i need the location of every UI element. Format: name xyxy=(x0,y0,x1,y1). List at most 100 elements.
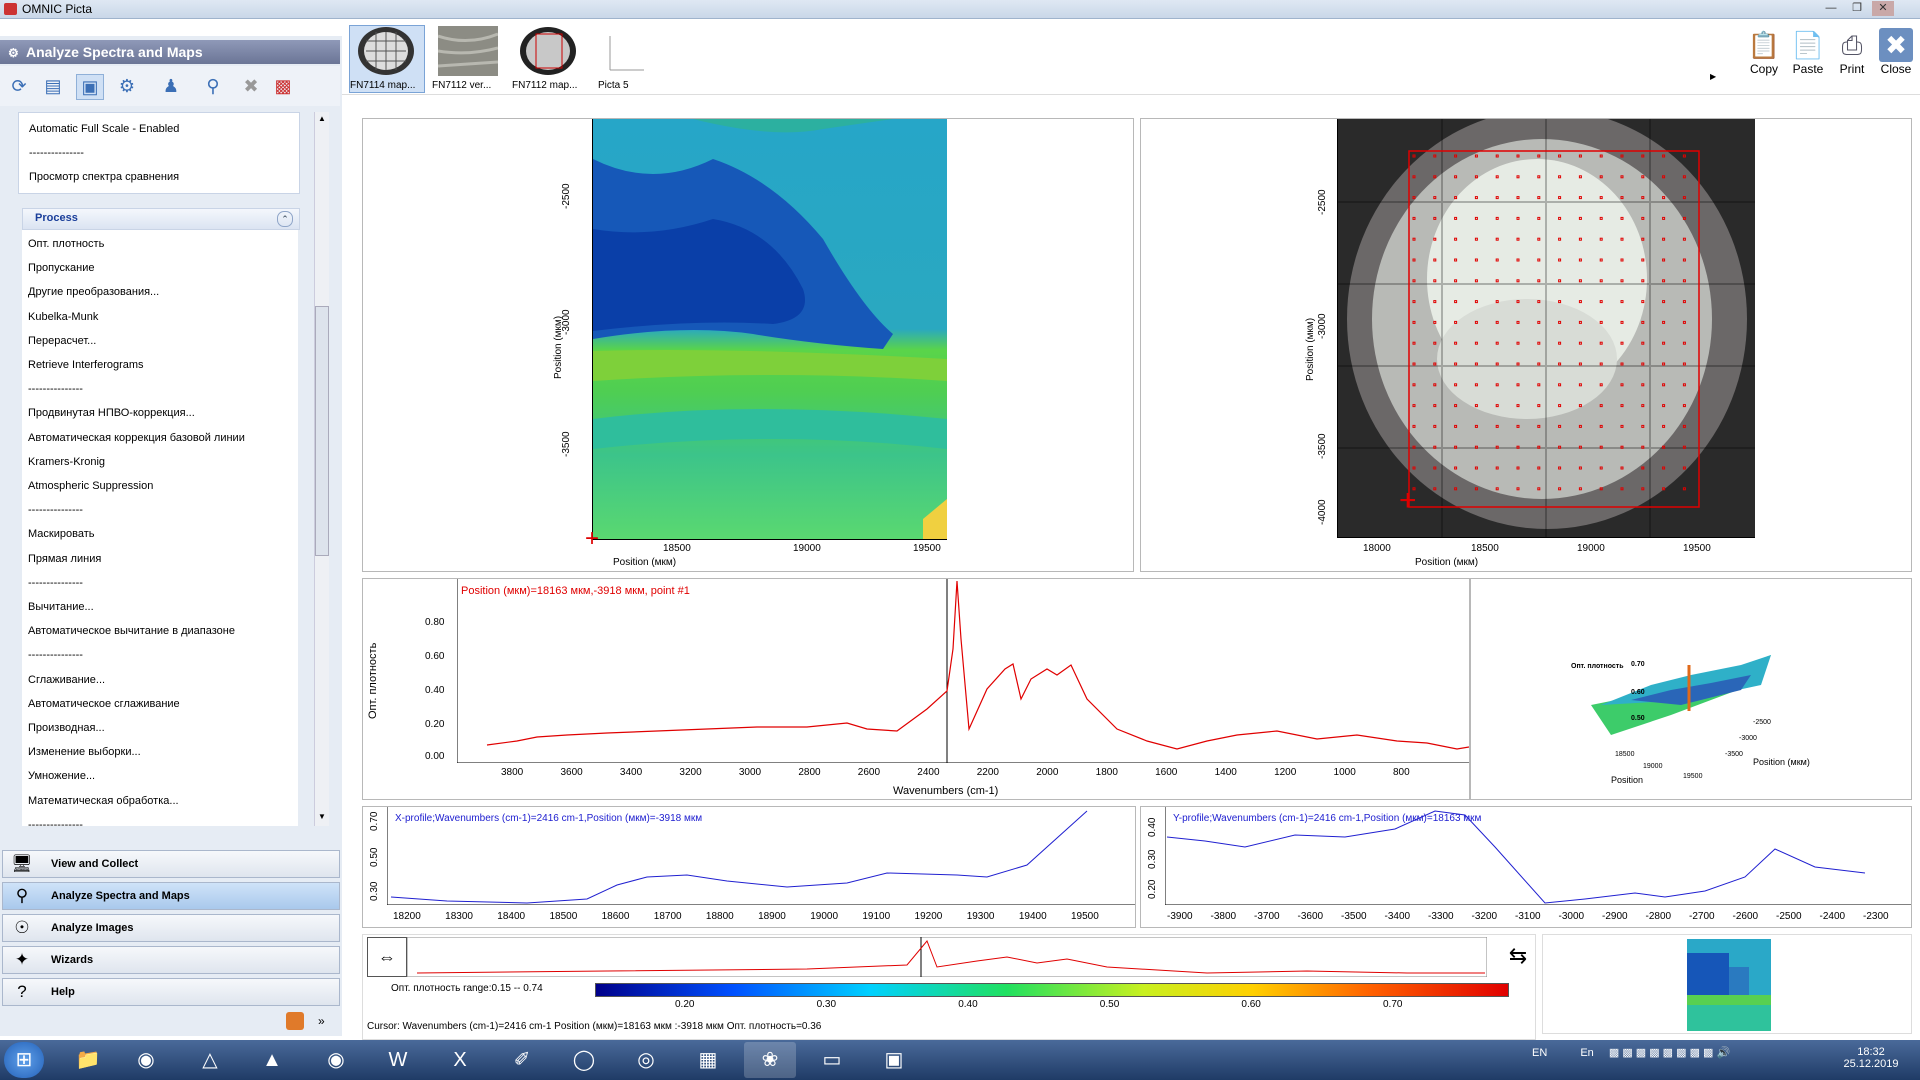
map-pane[interactable]: + -2500 -3000 -3500 Position (мкм) 18500… xyxy=(362,118,1134,572)
map-point[interactable] xyxy=(1495,487,1499,491)
thumbnail-item[interactable]: FN7114 map... xyxy=(349,25,425,93)
process-menu-item[interactable]: Kramers-Kronig xyxy=(28,455,106,468)
map-point[interactable] xyxy=(1558,466,1562,470)
map-point[interactable] xyxy=(1578,404,1582,408)
paint-icon[interactable]: ✐ xyxy=(513,1049,531,1071)
map-point[interactable] xyxy=(1474,487,1478,491)
map-point[interactable] xyxy=(1433,445,1437,449)
map-cursor-cross[interactable]: + xyxy=(585,525,600,552)
map-point[interactable] xyxy=(1537,300,1541,304)
map-point[interactable] xyxy=(1495,383,1499,387)
map-point[interactable] xyxy=(1620,466,1624,470)
map-point[interactable] xyxy=(1516,341,1520,345)
map-point[interactable] xyxy=(1516,404,1520,408)
map-point[interactable] xyxy=(1641,258,1645,262)
map-point[interactable] xyxy=(1537,466,1541,470)
map-point[interactable] xyxy=(1662,487,1666,491)
process-menu-item[interactable]: Автоматическое сглаживание xyxy=(28,697,180,710)
map-point[interactable] xyxy=(1474,320,1478,324)
map-point[interactable] xyxy=(1620,258,1624,262)
map-point[interactable] xyxy=(1495,362,1499,366)
map-point[interactable] xyxy=(1662,362,1666,366)
map-point[interactable] xyxy=(1558,487,1562,491)
map-point[interactable] xyxy=(1454,341,1458,345)
map-point[interactable] xyxy=(1516,216,1520,220)
app-icon-4[interactable]: ◎ xyxy=(637,1049,655,1071)
paste-button[interactable]: 📄 Paste xyxy=(1788,28,1828,88)
map-point[interactable] xyxy=(1537,320,1541,324)
map-point[interactable] xyxy=(1558,279,1562,283)
start-button[interactable]: ⊞ xyxy=(4,1042,44,1078)
map-point[interactable] xyxy=(1537,404,1541,408)
map-point[interactable] xyxy=(1433,216,1437,220)
map-point[interactable] xyxy=(1537,216,1541,220)
map-point[interactable] xyxy=(1474,154,1478,158)
map-point[interactable] xyxy=(1599,154,1603,158)
map-point[interactable] xyxy=(1620,154,1624,158)
map-point[interactable] xyxy=(1537,196,1541,200)
map-point[interactable] xyxy=(1433,466,1437,470)
map-point[interactable] xyxy=(1495,279,1499,283)
map-point[interactable] xyxy=(1537,445,1541,449)
map-point[interactable] xyxy=(1599,404,1603,408)
map-point[interactable] xyxy=(1433,341,1437,345)
map-point[interactable] xyxy=(1599,196,1603,200)
map-point[interactable] xyxy=(1495,216,1499,220)
map-point[interactable] xyxy=(1599,300,1603,304)
app-icon-3[interactable]: ◯ xyxy=(572,1049,596,1071)
map-point[interactable] xyxy=(1578,466,1582,470)
thumbnail-item[interactable]: Picta 5 xyxy=(598,26,672,92)
map-point[interactable] xyxy=(1454,154,1458,158)
nav-help[interactable]: ? Help xyxy=(2,978,340,1006)
map-point[interactable] xyxy=(1682,320,1686,324)
map-point[interactable] xyxy=(1495,154,1499,158)
map-point[interactable] xyxy=(1578,196,1582,200)
map-point[interactable] xyxy=(1620,175,1624,179)
process-menu-item[interactable]: Перерасчет... xyxy=(28,334,97,347)
map-point[interactable] xyxy=(1641,175,1645,179)
map-point[interactable] xyxy=(1662,404,1666,408)
map-point[interactable] xyxy=(1620,383,1624,387)
process-menu-item[interactable]: Автоматическое вычитание в диапазоне xyxy=(28,625,235,638)
excel-icon[interactable]: X xyxy=(453,1049,467,1071)
map-point[interactable] xyxy=(1599,216,1603,220)
map-point[interactable] xyxy=(1682,404,1686,408)
map-point[interactable] xyxy=(1516,154,1520,158)
map-point[interactable] xyxy=(1641,300,1645,304)
zoom-arrows-icon[interactable]: ⇆ xyxy=(1508,943,1528,968)
zoom-out-icon[interactable]: ⇔ xyxy=(367,937,407,977)
map-point[interactable] xyxy=(1558,196,1562,200)
map-point[interactable] xyxy=(1662,320,1666,324)
collapse-icon[interactable]: ⌃ xyxy=(277,211,293,227)
map-point[interactable] xyxy=(1682,300,1686,304)
map-point[interactable] xyxy=(1433,196,1437,200)
map-point[interactable] xyxy=(1641,424,1645,428)
map-point[interactable] xyxy=(1412,383,1416,387)
map-point[interactable] xyxy=(1516,466,1520,470)
folder-icon[interactable] xyxy=(286,1012,304,1030)
scroll-thumb[interactable] xyxy=(315,306,329,556)
image-cursor-cross[interactable]: + xyxy=(1399,484,1417,517)
process-menu-item[interactable]: Продвинутая НПВО-коррекция... xyxy=(28,407,195,420)
map-point[interactable] xyxy=(1578,424,1582,428)
map-point[interactable] xyxy=(1454,362,1458,366)
map-point[interactable] xyxy=(1474,362,1478,366)
omnic-icon[interactable]: ❀ xyxy=(744,1042,796,1078)
app-icon-2[interactable]: ▲ xyxy=(262,1049,282,1071)
map-point[interactable] xyxy=(1599,487,1603,491)
surface-pane[interactable]: Опт. плотность 0.70 0.60 0.50 Position 1… xyxy=(1470,578,1912,800)
map-point[interactable] xyxy=(1662,258,1666,262)
thumbnail-item[interactable]: FN7112 ver... xyxy=(432,26,506,92)
map-point[interactable] xyxy=(1662,279,1666,283)
map-point[interactable] xyxy=(1433,424,1437,428)
language-bar[interactable]: En xyxy=(1580,1047,1594,1059)
map-point[interactable] xyxy=(1620,300,1624,304)
map-point[interactable] xyxy=(1516,487,1520,491)
user-icon[interactable]: ♟ xyxy=(162,76,180,96)
map-point[interactable] xyxy=(1578,300,1582,304)
language-indicator[interactable]: EN xyxy=(1532,1047,1548,1059)
explorer-icon[interactable]: 📁 xyxy=(75,1049,101,1071)
map-point[interactable] xyxy=(1578,258,1582,262)
palette-icon[interactable]: ▩ xyxy=(274,76,292,96)
map-point[interactable] xyxy=(1558,362,1562,366)
